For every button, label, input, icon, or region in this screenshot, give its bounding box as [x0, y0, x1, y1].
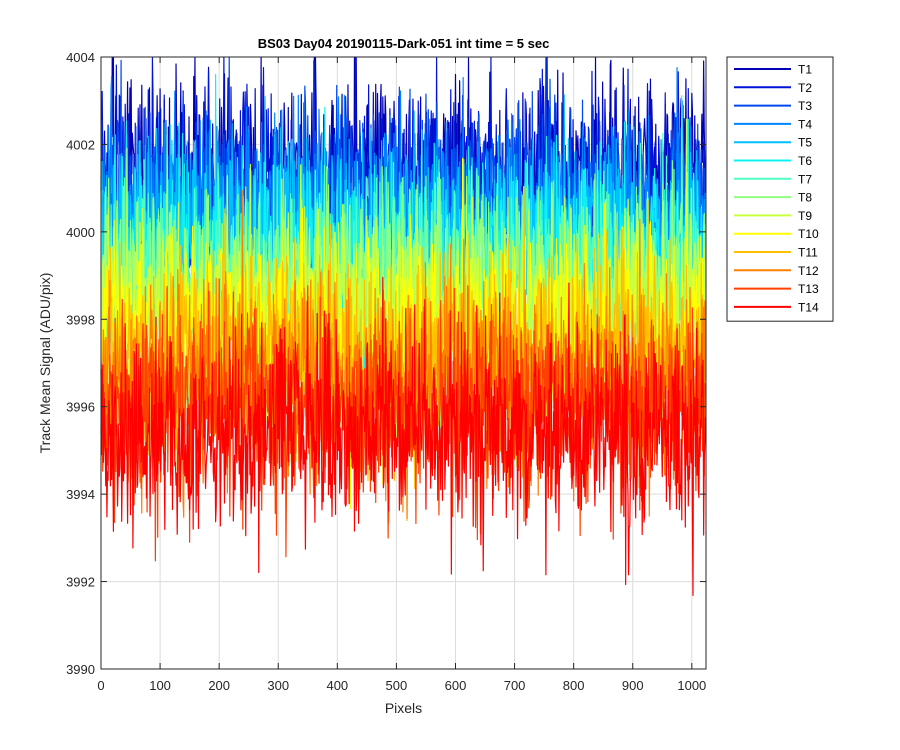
x-tick-label: 500	[386, 678, 408, 693]
legend-label-T14: T14	[798, 300, 819, 314]
legend-label-T3: T3	[798, 99, 812, 113]
y-tick-label: 3990	[66, 662, 95, 677]
y-tick-label: 3996	[66, 400, 95, 415]
axes-ticks: 0 100 200 300 400 500 600 700 800 900 1000 3990 3992…	[66, 50, 706, 693]
series-line-T14	[100, 276, 707, 596]
x-axis-label: Pixels	[385, 700, 422, 716]
y-tick-label: 4002	[66, 137, 95, 152]
x-tick-label: 800	[563, 678, 585, 693]
y-axis-label: Track Mean Signal (ADU/pix)	[37, 273, 53, 454]
plot-frame	[100, 56, 707, 670]
x-tick-label: 600	[445, 678, 467, 693]
series-lines	[100, 57, 707, 596]
x-tick-label: 1000	[677, 678, 706, 693]
legend-label-T12: T12	[798, 264, 819, 278]
series-line-T10	[100, 157, 707, 510]
y-tick-label: 4004	[66, 50, 95, 65]
x-tick-label: 100	[149, 678, 171, 693]
x-tick-label: 400	[326, 678, 348, 693]
y-tick-label: 3992	[66, 575, 95, 590]
legend-label-T4: T4	[798, 117, 812, 131]
legend: T1 T2 T3 T4 T5 T6 T7 T8 T9 T10 T11 T12 T13 T14	[726, 56, 834, 322]
y-tick-label: 3994	[66, 487, 95, 502]
y-tick-label: 3998	[66, 312, 95, 327]
x-tick-label: 700	[504, 678, 526, 693]
legend-label-T8: T8	[798, 191, 812, 205]
legend-label-T10: T10	[798, 227, 819, 241]
legend-label-T1: T1	[798, 63, 812, 77]
y-tick-label: 4000	[66, 225, 95, 240]
x-tick-label: 900	[622, 678, 644, 693]
chart-title: BS03 Day04 20190115-Dark-051 int time = …	[258, 36, 550, 51]
x-tick-label: 0	[97, 678, 104, 693]
legend-label-T6: T6	[798, 154, 812, 168]
x-tick-label: 300	[267, 678, 289, 693]
legend-label-T2: T2	[798, 81, 812, 95]
x-tick-label: 200	[208, 678, 230, 693]
legend-label-T11: T11	[798, 246, 818, 260]
legend-label-T7: T7	[798, 172, 812, 186]
legend-label-T13: T13	[798, 282, 819, 296]
legend-box	[726, 56, 834, 322]
legend-label-T5: T5	[798, 136, 812, 150]
legend-label-T9: T9	[798, 209, 812, 223]
